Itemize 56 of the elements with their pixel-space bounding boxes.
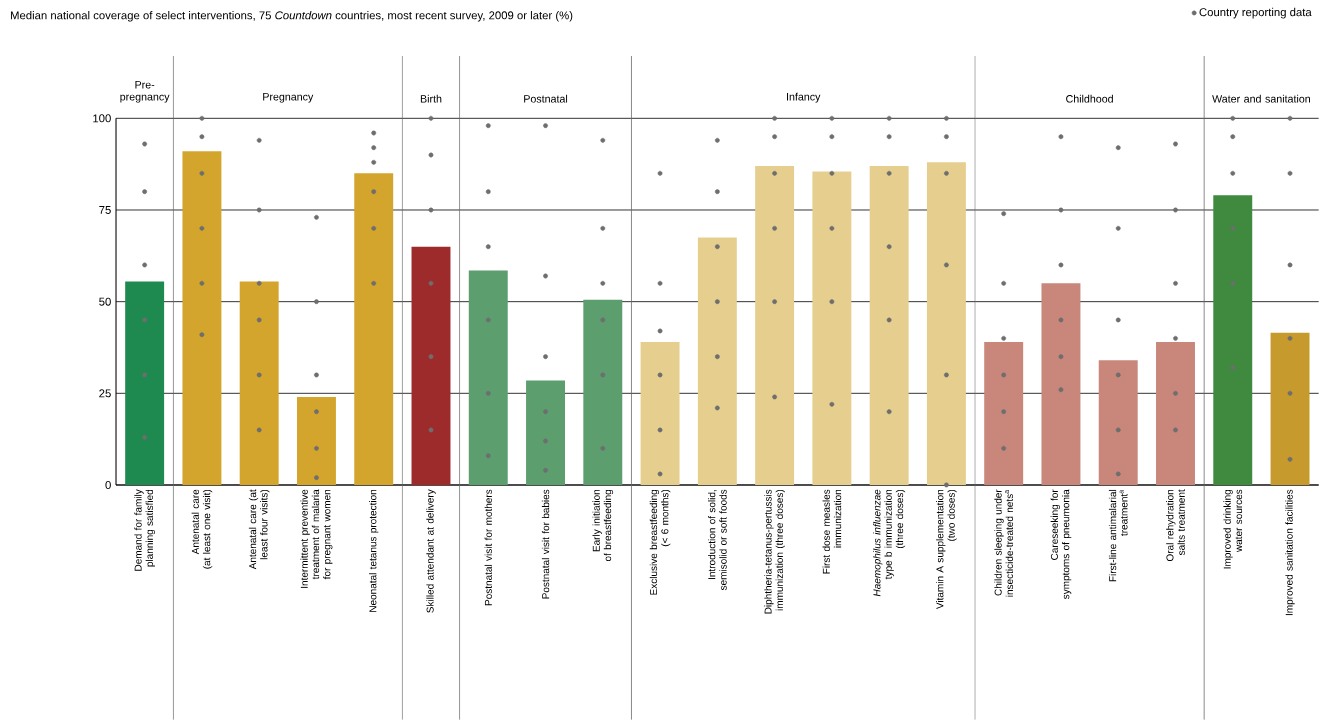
x-tick-label: Exclusive breastfeeding (< 6 months) (649, 489, 671, 595)
bar (239, 281, 279, 485)
text: Pre-pregnancy (120, 81, 170, 103)
x-tick-label: Intermittent preventive treatment of malaria for pregnant women (300, 489, 333, 588)
chart-title: Median national coverage of select interventions, 75 Countdown countries, most recent survey, 2009 or later (%) (10, 11, 573, 22)
bar (125, 281, 165, 485)
x-tick-label: Diphtheria-tetanus-pertussis immunization (three doses) (764, 489, 785, 614)
x-tick-label: Postnatal visit for mothers (484, 489, 492, 606)
x-tick-label: Oral rehydration salts treatment (1166, 489, 1185, 562)
text: Birth (420, 94, 442, 103)
x-tick-label: Vitamin A supplementation (two doses) (936, 489, 957, 610)
text: Postnatal (524, 94, 568, 103)
bar (1270, 332, 1310, 485)
bar (1213, 195, 1253, 485)
bar (812, 171, 852, 485)
y-tick-label: 0 (105, 480, 111, 489)
x-tick-label: Improved drinking water sources (1223, 489, 1243, 569)
bar (1098, 360, 1138, 485)
x-tick-label: Neonatal tetanus protection (369, 489, 379, 612)
bar (926, 162, 966, 485)
y-tick-label: 50 (99, 297, 111, 306)
x-tick-label: Haemophilus influenzae type b immunization (three doses) (873, 489, 906, 597)
bar (1156, 341, 1195, 485)
y-tick-label: 100 (93, 114, 111, 123)
x-tick-label: First dose measles immunization (822, 489, 842, 574)
text: Water and sanitation (1212, 94, 1310, 103)
bar (526, 380, 565, 485)
legend-label: Country reporting data (1199, 7, 1312, 19)
bar (1041, 283, 1081, 485)
bar (182, 151, 222, 485)
x-tick-label: Children sleeping under insecticide-treated nets$^{a}$ (994, 489, 1014, 597)
bar (697, 237, 737, 485)
bar (640, 341, 680, 485)
bar (755, 165, 795, 485)
y-tick-label: 25 (99, 389, 111, 398)
bar (354, 173, 394, 485)
bar (583, 299, 623, 485)
bar (411, 246, 451, 485)
x-tick-label: Demand for family planning satisfied (134, 489, 155, 571)
x-tick-label: Early initiation of breastfeeding (592, 489, 614, 562)
bar (468, 270, 508, 485)
bar (984, 341, 1024, 485)
y-tick-label: 75 (99, 206, 111, 214)
x-tick-label: Improved sanitation facilities (1285, 489, 1295, 616)
x-tick-label: Antenatal care (at least one visit) (191, 489, 213, 569)
x-tick-label: First-line antimalarial treatment$^{a}$ (1108, 489, 1128, 582)
x-tick-label: Antenatal care (at least four visits) (248, 489, 270, 570)
text: Childhood (1066, 94, 1113, 103)
bar (869, 165, 909, 485)
x-tick-label: Introduction of solid, semisolid or soft foods (708, 489, 727, 591)
text: Pregnancy (263, 93, 314, 103)
x-tick-label: Postnatal visit for babies (541, 489, 550, 599)
x-tick-label: Careseeking for symptoms of pneumonia (1050, 489, 1072, 600)
text: Infancy (787, 92, 821, 103)
x-tick-label: Skilled attendant at delivery (426, 489, 436, 613)
bar (296, 396, 336, 485)
